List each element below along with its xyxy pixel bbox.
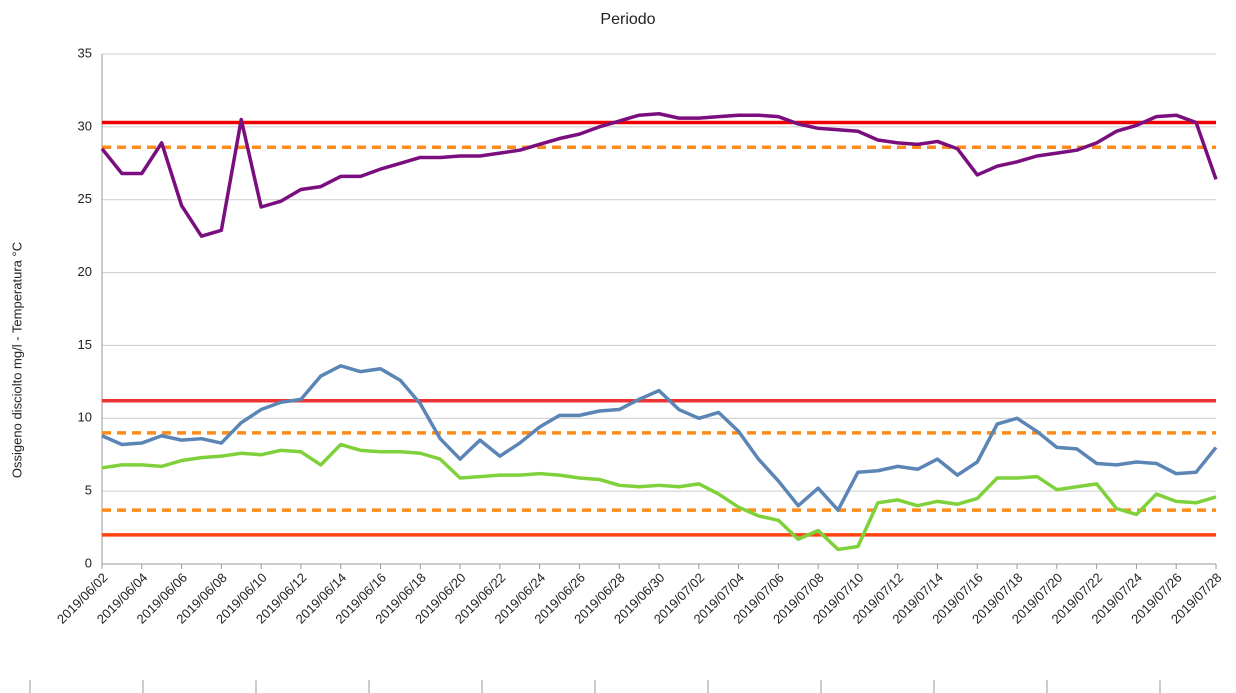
data-line [101,364,1218,512]
bottom-ticks [29,680,1161,693]
data-line [101,442,1217,552]
y-tick-label: 15 [78,337,92,352]
y-tick-label: 30 [78,118,92,133]
y-tick-label: 10 [78,410,92,425]
y-tick-label: 25 [78,191,92,206]
y-axis-title: Ossigeno disciolto mg/l - Temperatura °C [9,242,24,478]
chart-title: Periodo [600,11,655,28]
y-tick-label: 20 [78,264,92,279]
y-tick-label: 35 [78,45,92,60]
data-line [100,111,1218,238]
y-tick-label: 0 [85,555,92,570]
y-tick-label: 5 [85,483,92,498]
